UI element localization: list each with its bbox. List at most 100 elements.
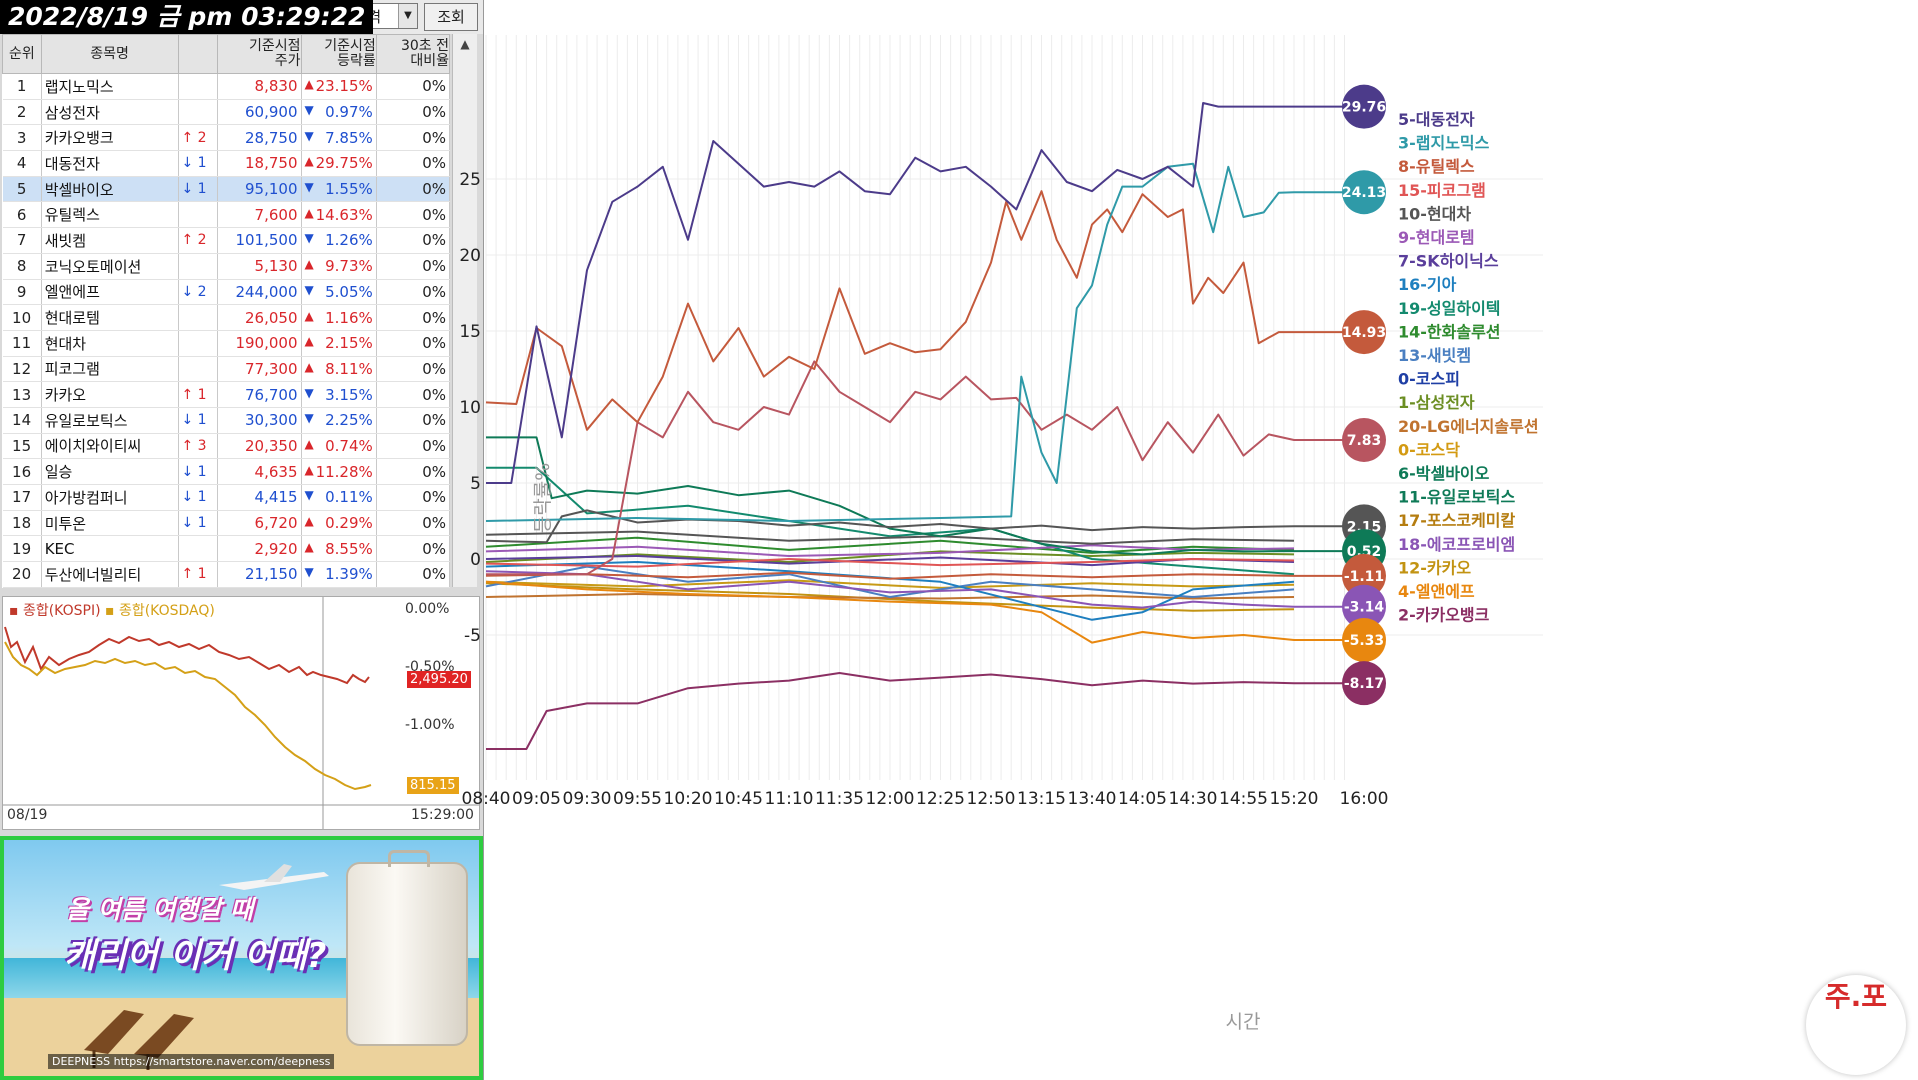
triangle-up-icon: ▲ bbox=[304, 308, 314, 323]
table-row[interactable]: 12 피코그램 77,300 ▲ 8.11% 0% bbox=[2, 356, 451, 383]
table-row[interactable]: 13 카카오 ↑ 1 76,700 ▼ 3.15% 0% bbox=[2, 381, 451, 408]
query-button[interactable]: 조회 bbox=[424, 3, 478, 31]
end-label: 10-현대차 bbox=[1398, 204, 1471, 223]
table-scrollbar[interactable]: ▲ bbox=[452, 34, 477, 587]
stock-name-cell[interactable]: 코닉오토메이션 bbox=[41, 253, 179, 280]
chart-end-labels: 5-대동전자 3-랩지노믹스 8-유틸렉스 15-피코그램 10-현대차 9-현대로템 7-… bbox=[1398, 110, 1539, 625]
rate-cell: ▼ 1.55% bbox=[301, 176, 377, 203]
rate-cell: ▼ 3.15% bbox=[301, 381, 377, 408]
stock-name-cell[interactable]: 박셀바이오 bbox=[41, 176, 179, 203]
x-tick-label: 12:00 bbox=[866, 789, 915, 809]
ad-banner[interactable]: 올 여름 여행갈 때 캐리어 이거 어때? DEEPNESS https://s… bbox=[0, 836, 483, 1080]
series-line[interactable] bbox=[485, 536, 1295, 554]
end-value-badge bbox=[1342, 170, 1386, 215]
rank-cell: 13 bbox=[2, 381, 42, 408]
rate-30s-cell: 0% bbox=[376, 279, 451, 306]
table-row[interactable]: 11 현대차 190,000 ▲ 2.15% 0% bbox=[2, 330, 451, 357]
series-line[interactable] bbox=[485, 558, 1295, 568]
stock-name-cell[interactable]: 일승 bbox=[41, 458, 179, 485]
stock-name-cell[interactable]: 새빗켐 bbox=[41, 227, 179, 254]
series-line[interactable] bbox=[485, 509, 1364, 544]
table-row[interactable]: 5 박셀바이오 ↓ 1 95,100 ▼ 1.55% 0% bbox=[2, 176, 451, 203]
rank-cell: 14 bbox=[2, 407, 42, 434]
stock-name-cell[interactable]: 랩지노믹스 bbox=[41, 73, 179, 100]
stock-name-cell[interactable]: KEC bbox=[41, 535, 179, 563]
chevron-down-icon[interactable]: ▼ bbox=[398, 4, 417, 28]
table-row[interactable]: 14 유일로보틱스 ↓ 1 30,300 ▼ 2.25% 0% bbox=[2, 407, 451, 434]
rank-cell: 8 bbox=[2, 253, 42, 280]
table-row[interactable]: 16 일승 ↓ 1 4,635 ▲ 11.28% 0% bbox=[2, 458, 451, 485]
table-row[interactable]: 18 미투온 ↓ 1 6,720 ▲ 0.29% 0% bbox=[2, 510, 451, 537]
series-line[interactable] bbox=[485, 571, 1364, 580]
price-cell: 4,415 bbox=[217, 484, 302, 511]
end-value-badge bbox=[1342, 417, 1386, 462]
rank-change-cell: ↓ 1 bbox=[178, 458, 218, 485]
table-row[interactable]: 8 코닉오토메이션 5,130 ▲ 9.73% 0% bbox=[2, 253, 451, 280]
series-line[interactable] bbox=[485, 570, 1364, 609]
stock-name-cell[interactable]: 유틸렉스 bbox=[41, 201, 179, 229]
col-rank[interactable]: 순위 bbox=[2, 34, 42, 74]
table-row[interactable]: 2 삼성전자 60,900 ▼ 0.97% 0% bbox=[2, 99, 451, 126]
series-line[interactable] bbox=[485, 162, 1364, 522]
stock-name-cell[interactable]: 에이치와이티씨 bbox=[41, 433, 179, 460]
table-row[interactable]: 15 에이치와이티씨 ↑ 3 20,350 ▲ 0.74% 0% bbox=[2, 433, 451, 460]
series-line[interactable] bbox=[485, 593, 1295, 600]
price-cell: 18,750 bbox=[217, 150, 302, 177]
stock-name-cell[interactable]: 아가방컴퍼니 bbox=[41, 484, 179, 511]
col-change[interactable] bbox=[177, 34, 218, 74]
table-row[interactable]: 1 랩지노믹스 8,830 ▲ 23.15% 0% bbox=[2, 73, 451, 100]
table-row[interactable]: 9 엘앤에프 ↓ 2 244,000 ▼ 5.05% 0% bbox=[2, 279, 451, 306]
table-row[interactable]: 4 대동전자 ↓ 1 18,750 ▲ 29.75% 0% bbox=[2, 150, 451, 177]
end-value-badge bbox=[1342, 661, 1386, 706]
col-name[interactable]: 종목명 bbox=[40, 34, 179, 74]
series-line[interactable] bbox=[486, 102, 1364, 484]
stock-name-cell[interactable]: 현대로템 bbox=[41, 304, 179, 331]
col-price[interactable]: 기준시점 주가 bbox=[216, 34, 302, 74]
table-header-row: 순위 종목명 기준시점 주가 기준시점 등락률 30초 전 대비율 bbox=[2, 34, 451, 74]
series-line[interactable] bbox=[485, 550, 1295, 563]
rate-30s-cell: 0% bbox=[376, 253, 451, 280]
series-line[interactable] bbox=[485, 580, 1364, 644]
table-row[interactable]: 19 KEC 2,920 ▲ 8.55% 0% bbox=[2, 535, 451, 563]
stock-name-cell[interactable]: 카카오뱅크 bbox=[41, 124, 179, 152]
col-rate[interactable]: 기준시점 등락률 bbox=[300, 34, 377, 74]
banner-url[interactable]: DEEPNESS https://smartstore.naver.com/de… bbox=[48, 1054, 335, 1069]
price-cell: 2,920 bbox=[217, 535, 302, 563]
stock-name-cell[interactable]: 엘앤에프 bbox=[41, 279, 179, 306]
series-line[interactable] bbox=[486, 672, 1364, 750]
stock-name-cell[interactable]: 피코그램 bbox=[41, 356, 179, 383]
table-row[interactable]: 17 아가방컴퍼니 ↓ 1 4,415 ▼ 0.11% 0% bbox=[2, 484, 451, 511]
series-line[interactable] bbox=[485, 579, 1295, 589]
series-line[interactable] bbox=[485, 582, 1295, 612]
rate-value: 0.11% bbox=[325, 488, 373, 507]
stock-name-cell[interactable]: 삼성전자 bbox=[41, 99, 179, 126]
table-row[interactable]: 20 두산에너빌리티 ↑ 1 21,150 ▼ 1.39% 0% bbox=[2, 561, 451, 588]
price-cell: 8,830 bbox=[217, 73, 302, 100]
rate-30s-cell: 0% bbox=[376, 561, 451, 588]
table-row[interactable]: 10 현대로템 26,050 ▲ 1.16% 0% bbox=[2, 304, 451, 331]
left-panel: 초 간격 ▼ 조회 2022/8/19 금 pm 03:29:22 순위 종목명… bbox=[0, 0, 484, 1080]
rate-30s-cell: 0% bbox=[376, 304, 451, 331]
table-row[interactable]: 6 유틸렉스 7,600 ▲ 14.63% 0% bbox=[2, 201, 451, 229]
series-line[interactable] bbox=[486, 436, 1364, 556]
stock-name-cell[interactable]: 현대차 bbox=[41, 330, 179, 357]
series-line[interactable] bbox=[486, 360, 1364, 576]
y-tick-label: -5 bbox=[464, 626, 481, 646]
stock-name-cell[interactable]: 카카오 bbox=[41, 381, 179, 408]
mini-date-label: 08/19 bbox=[7, 807, 48, 823]
end-label: 6-박셀바이오 bbox=[1398, 464, 1490, 483]
scroll-up-icon[interactable]: ▲ bbox=[460, 37, 470, 51]
stock-name-cell[interactable]: 미투온 bbox=[41, 510, 179, 537]
col-30s-rate[interactable]: 30초 전 대비율 bbox=[375, 34, 451, 74]
rank-cell: 15 bbox=[2, 433, 42, 460]
stock-name-cell[interactable]: 두산에너빌리티 bbox=[41, 561, 179, 588]
series-line[interactable] bbox=[485, 190, 1364, 431]
series-line[interactable] bbox=[485, 565, 1295, 598]
end-label: 18-에코프로비엠 bbox=[1398, 535, 1515, 554]
series-line[interactable] bbox=[485, 561, 1295, 621]
stock-name-cell[interactable]: 대동전자 bbox=[41, 150, 179, 177]
stock-name-cell[interactable]: 유일로보틱스 bbox=[41, 407, 179, 434]
table-row[interactable]: 7 새빗켐 ↑ 2 101,500 ▼ 1.26% 0% bbox=[2, 227, 451, 254]
end-label: 15-피코그램 bbox=[1398, 181, 1486, 200]
table-row[interactable]: 3 카카오뱅크 ↑ 2 28,750 ▼ 7.85% 0% bbox=[2, 124, 451, 152]
